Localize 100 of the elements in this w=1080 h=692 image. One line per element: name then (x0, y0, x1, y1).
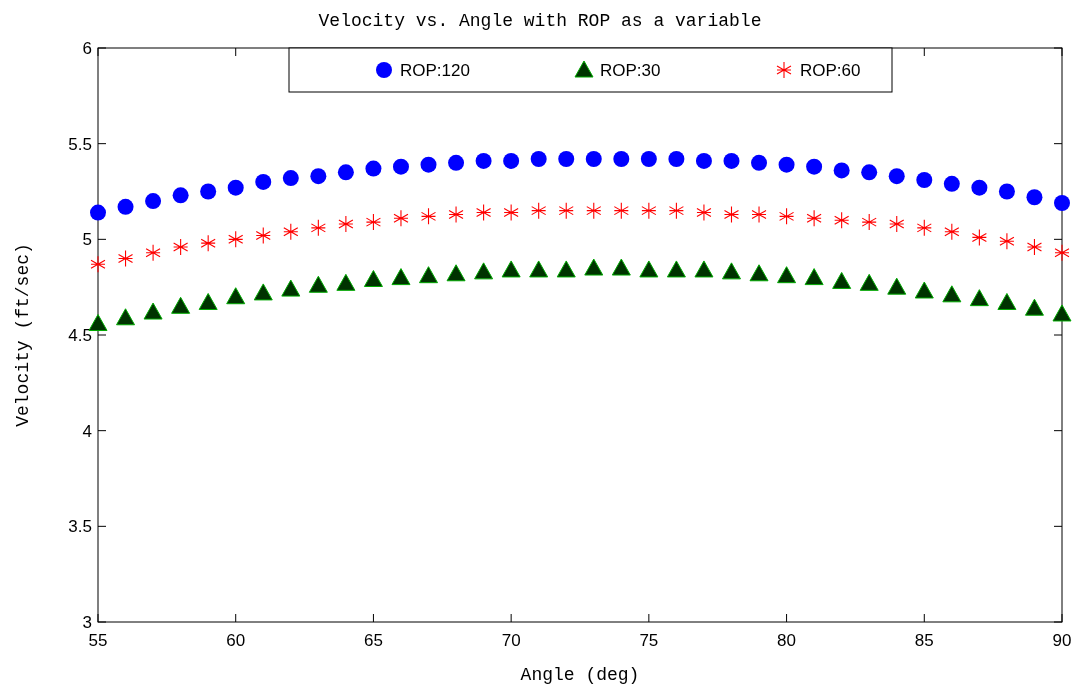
x-tick-label: 65 (363, 631, 383, 650)
point (944, 223, 960, 241)
point (804, 268, 824, 286)
point (943, 175, 960, 192)
point (337, 164, 354, 181)
point (916, 219, 932, 237)
point (503, 152, 520, 169)
point (530, 150, 547, 167)
point (173, 238, 189, 256)
point (1054, 244, 1070, 262)
point (694, 260, 714, 278)
point (116, 308, 136, 326)
point (640, 150, 657, 167)
point (887, 277, 907, 295)
point (90, 255, 106, 273)
point (1026, 238, 1043, 256)
point (1054, 194, 1070, 211)
point (641, 202, 657, 220)
point (365, 160, 382, 177)
point (420, 156, 437, 173)
point (226, 287, 246, 305)
point (611, 258, 631, 276)
x-tick-label: 55 (88, 631, 108, 650)
point (806, 209, 822, 227)
point (310, 168, 327, 185)
point (172, 187, 189, 204)
point (255, 226, 271, 245)
point (861, 213, 877, 231)
point (363, 270, 383, 288)
point (971, 228, 987, 246)
point (391, 268, 411, 286)
point (749, 264, 769, 282)
point (723, 205, 740, 224)
point (584, 258, 604, 276)
point (1052, 304, 1072, 322)
point (253, 283, 273, 301)
point (558, 202, 574, 220)
point (145, 193, 162, 210)
point (475, 152, 492, 169)
x-tick-label: 70 (501, 631, 521, 650)
point (200, 183, 217, 200)
point (558, 150, 575, 167)
point (474, 262, 494, 280)
point (143, 302, 163, 320)
point (198, 292, 218, 310)
x-tick-label: 80 (777, 631, 797, 650)
y-tick-label: 4 (82, 421, 92, 441)
point (336, 273, 356, 291)
point (283, 223, 299, 241)
legend-label: ROP:60 (800, 61, 861, 80)
legend-label: ROP:30 (600, 61, 661, 80)
point (308, 275, 328, 293)
point (90, 204, 106, 221)
chart-title: Velocity vs. Angle with ROP as a variable (318, 11, 762, 31)
legend-label: ROP:120 (400, 61, 470, 80)
point (832, 271, 852, 289)
point (668, 202, 684, 220)
point (586, 202, 602, 220)
point (200, 234, 216, 252)
point (448, 154, 465, 171)
point (281, 279, 301, 297)
point (997, 292, 1017, 310)
point (916, 172, 933, 189)
y-tick-label: 6 (82, 39, 92, 58)
point (723, 152, 740, 169)
point (228, 230, 244, 248)
x-tick-label: 90 (1052, 631, 1072, 650)
point (117, 249, 134, 268)
point (255, 173, 272, 190)
point (779, 207, 795, 225)
point (833, 162, 850, 179)
x-tick-label: 75 (639, 631, 659, 650)
point (721, 262, 741, 280)
point (585, 150, 602, 167)
point (448, 205, 464, 224)
point (529, 260, 549, 278)
point (751, 205, 767, 224)
x-tick-label: 60 (226, 631, 246, 650)
point (501, 260, 521, 278)
point (365, 213, 381, 231)
point (446, 264, 466, 282)
point (419, 266, 439, 284)
point (859, 273, 879, 291)
point (861, 164, 878, 181)
point (613, 202, 629, 220)
point (666, 260, 686, 278)
y-axis-title: Velocity (ft/sec) (13, 243, 33, 427)
y-tick-label: 4.5 (68, 326, 92, 345)
point (942, 285, 962, 303)
point (695, 152, 712, 169)
point (639, 260, 659, 278)
x-axis-title: Angle (deg) (520, 665, 640, 685)
point (531, 202, 547, 220)
point (393, 209, 409, 227)
point (751, 154, 768, 171)
point (613, 150, 630, 167)
point (556, 260, 576, 278)
point (889, 215, 905, 233)
y-tick-label: 3 (82, 613, 92, 632)
point (696, 204, 712, 222)
